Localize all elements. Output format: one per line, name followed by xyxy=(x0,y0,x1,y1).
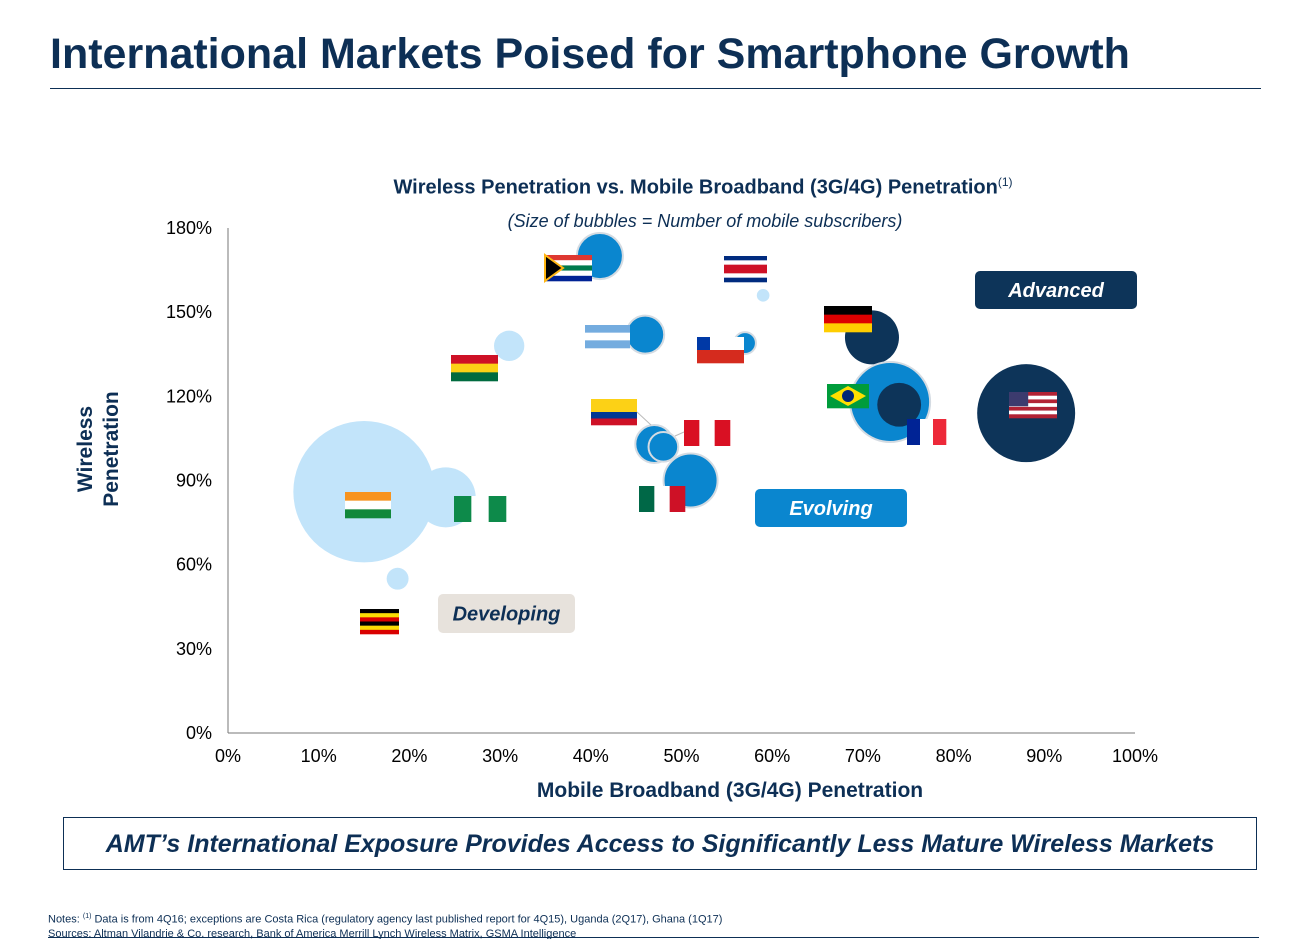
x-tick-label: 50% xyxy=(663,746,699,766)
india-flag-icon xyxy=(345,492,391,519)
notes-prefix: Notes: xyxy=(48,913,83,926)
y-tick-label: 30% xyxy=(176,639,212,659)
x-tick-label: 90% xyxy=(1026,746,1062,766)
uganda-flag-icon xyxy=(360,609,399,635)
x-tick-label: 20% xyxy=(391,746,427,766)
chile-flag-icon xyxy=(697,337,744,364)
x-tick-label: 30% xyxy=(482,746,518,766)
y-axis-title-line2: Penetration xyxy=(100,391,123,507)
group-label-evolving: Evolving xyxy=(789,498,872,520)
notes: Notes: (1) Data is from 4Q16; exceptions… xyxy=(48,910,722,939)
usa-flag-icon xyxy=(1009,392,1057,419)
bubble-india xyxy=(293,421,435,563)
x-tick-label: 70% xyxy=(845,746,881,766)
group-label-advanced: Advanced xyxy=(1007,280,1104,302)
y-tick-label: 150% xyxy=(166,302,212,322)
bubble-france xyxy=(877,382,922,427)
notes-text: Data is from 4Q16; exceptions are Costa … xyxy=(91,913,723,926)
x-tick-label: 0% xyxy=(215,746,241,766)
peru-leader-line xyxy=(674,431,685,437)
x-tick-label: 10% xyxy=(301,746,337,766)
bubble-costa-rica xyxy=(756,289,770,302)
mexico-flag-icon xyxy=(639,486,686,512)
colombia-leader-line xyxy=(636,411,652,426)
bubble-argentina xyxy=(625,314,666,355)
bubble-uganda xyxy=(386,567,409,590)
y-axis-title-line1: Wireless xyxy=(74,406,97,492)
x-axis-title: Mobile Broadband (3G/4G) Penetration xyxy=(537,779,923,802)
costa-rica-flag-icon xyxy=(724,256,767,283)
group-label-evolving-box xyxy=(755,489,907,527)
brazil-flag-icon xyxy=(827,384,869,409)
colombia-flag-icon xyxy=(591,399,637,426)
y-tick-label: 60% xyxy=(176,555,212,575)
france-flag-icon xyxy=(907,419,947,445)
x-tick-label: 40% xyxy=(573,746,609,766)
x-tick-label: 80% xyxy=(936,746,972,766)
group-label-advanced-box xyxy=(975,271,1137,309)
bubble-peru xyxy=(647,431,680,463)
chart-subtitle: (Size of bubbles = Number of mobile subs… xyxy=(507,211,903,231)
south-africa-flag-icon xyxy=(544,253,592,283)
page-title: International Markets Poised for Smartph… xyxy=(50,30,1130,78)
group-label-developing: Developing xyxy=(453,604,561,626)
x-tick-label: 100% xyxy=(1112,746,1158,766)
y-tick-label: 0% xyxy=(186,723,212,743)
notes-sup: (1) xyxy=(82,913,92,920)
x-tick-label: 60% xyxy=(754,746,790,766)
nigeria-flag-icon xyxy=(454,496,507,522)
argentina-flag-icon xyxy=(585,325,630,349)
notes-divider xyxy=(48,937,1259,938)
title-divider xyxy=(50,88,1261,89)
germany-flag-icon xyxy=(824,306,872,333)
peru-flag-icon xyxy=(684,420,731,446)
group-label-developing-box xyxy=(438,594,575,633)
y-tick-label: 120% xyxy=(166,386,212,406)
notes-line: Notes: (1) Data is from 4Q16; exceptions… xyxy=(48,910,722,927)
banner: AMT’s International Exposure Provides Ac… xyxy=(63,817,1257,870)
y-tick-label: 180% xyxy=(166,218,212,238)
sources-line: Sources: Altman Vilandrie & Co. research… xyxy=(48,927,577,939)
chart-title-text: Wireless Penetration vs. Mobile Broadban… xyxy=(393,176,998,199)
ghana-flag-icon xyxy=(451,355,498,382)
y-tick-label: 90% xyxy=(176,471,212,491)
bubble-ghana xyxy=(494,330,525,361)
chart-title: Wireless Penetration vs. Mobile Broadban… xyxy=(0,175,1316,200)
chart-title-footnote: (1) xyxy=(997,175,1013,189)
